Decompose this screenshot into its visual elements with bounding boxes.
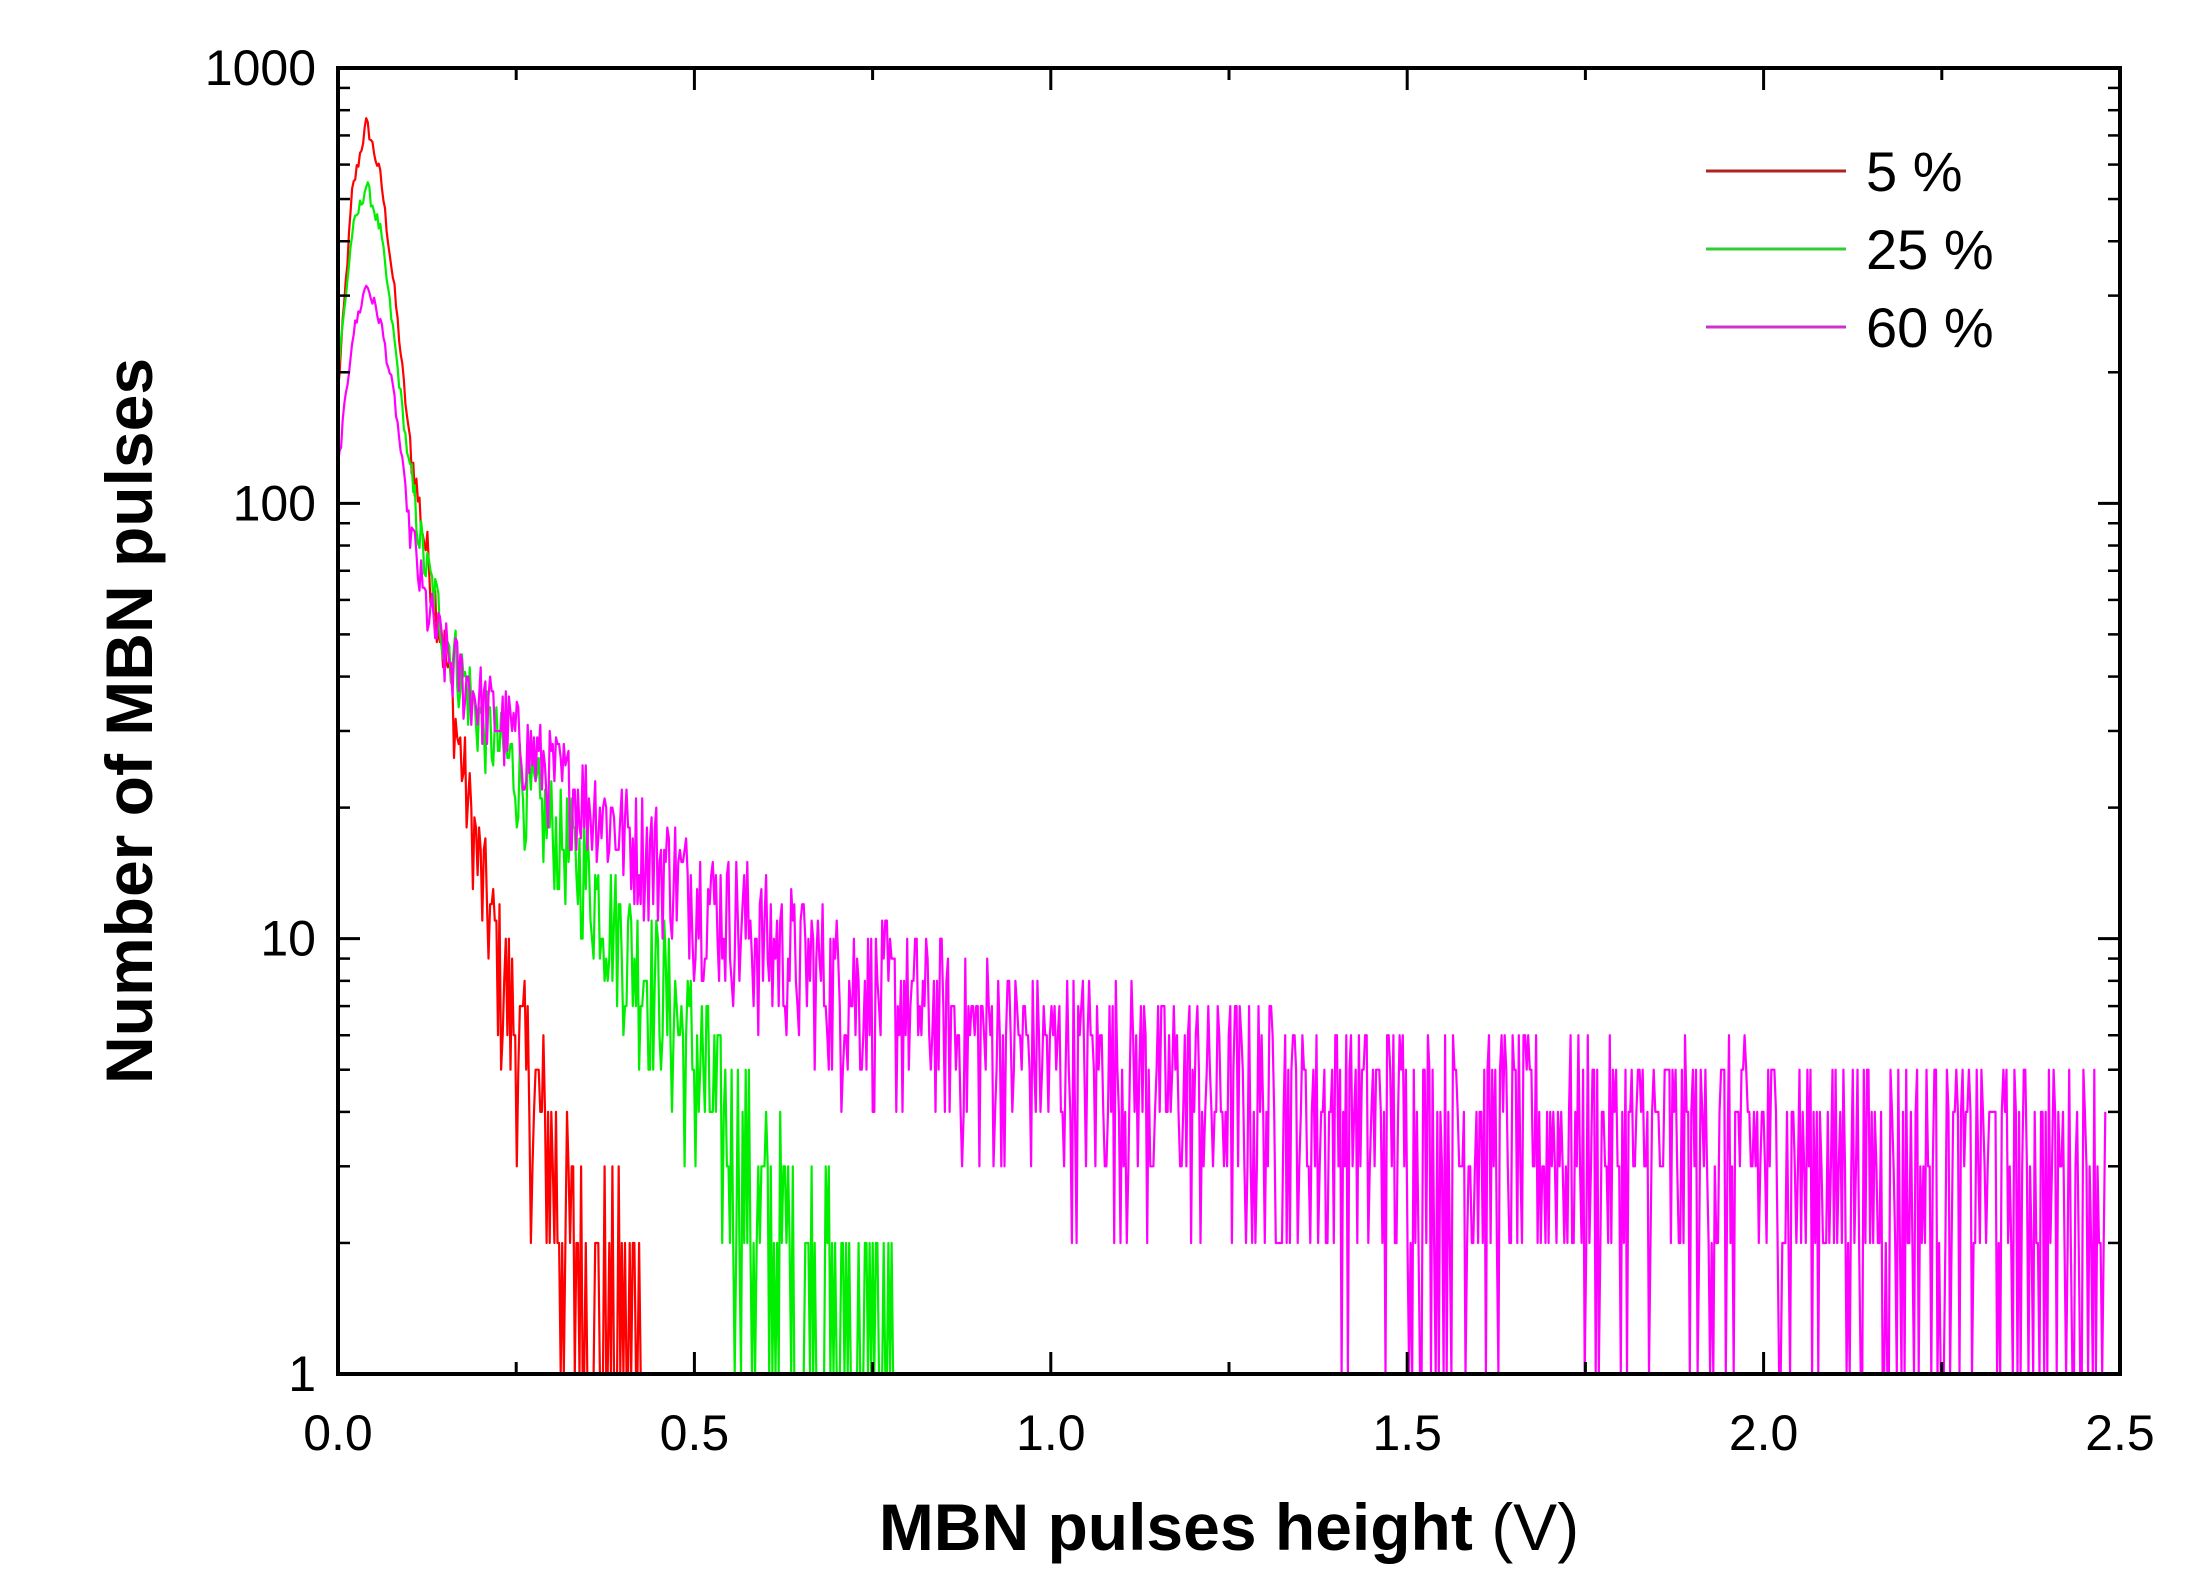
legend: 5 % 25 % 60 % <box>1706 140 1994 359</box>
tick-layer: 0.0 0.5 1.0 1.5 2.0 2.5 1 10 100 1000 <box>205 40 2155 1461</box>
legend-label-1: 5 % <box>1866 140 1963 203</box>
series-line-2 <box>338 181 895 1374</box>
legend-label-2: 25 % <box>1866 218 1994 281</box>
plot-area: 0.0 0.5 1.0 1.5 2.0 2.5 1 10 100 1000 <box>205 40 2155 1461</box>
y-tick-label: 1 <box>288 1346 316 1402</box>
series-line-1 <box>338 117 644 1374</box>
x-tick-label: 0.5 <box>660 1405 730 1461</box>
y-tick-label: 10 <box>260 911 316 967</box>
y-axis-title: Number of MBN pulses <box>92 358 166 1084</box>
legend-label-3: 60 % <box>1866 296 1994 359</box>
series-line-3 <box>338 284 2107 1374</box>
y-tick-label: 100 <box>233 475 316 531</box>
x-tick-label: 1.5 <box>1372 1405 1442 1461</box>
x-tick-label: 1.0 <box>1016 1405 1086 1461</box>
x-axis-title: MBN pulses height (V) <box>879 1490 1579 1564</box>
x-tick-label: 2.5 <box>2085 1405 2155 1461</box>
series-layer <box>338 117 2107 1374</box>
x-axis-title-text: MBN pulses height <box>879 1490 1473 1564</box>
y-tick-label: 1000 <box>205 40 316 96</box>
x-axis-unit: (V) <box>1491 1490 1579 1564</box>
x-tick-label: 0.0 <box>303 1405 373 1461</box>
x-tick-label: 2.0 <box>1729 1405 1799 1461</box>
